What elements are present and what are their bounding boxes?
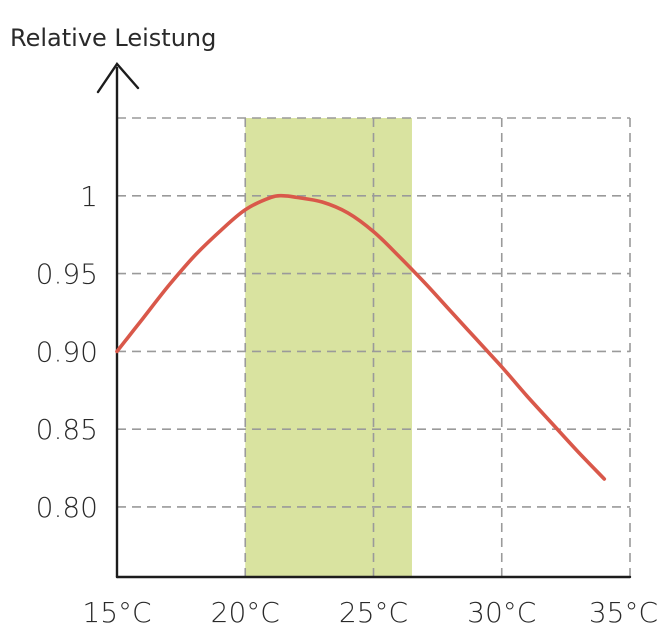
x-tick-label: 25°C (339, 596, 408, 629)
y-tick-label: 1 (80, 180, 98, 213)
series-line (115, 193, 607, 481)
optimal-range-band (245, 118, 412, 577)
x-tick-label: 35°C (589, 596, 658, 629)
y-tick-label: 0.80 (36, 491, 98, 524)
y-tick-label: 0.90 (36, 335, 98, 368)
x-tick-label: 20°C (211, 596, 280, 629)
x-tick-label: 30°C (467, 596, 536, 629)
x-tick-label: 15°C (82, 596, 151, 629)
y-axis-label: Relative Leistung (10, 24, 216, 52)
y-tick-label: 0.95 (36, 258, 98, 291)
y-axis-arrow (96, 62, 140, 94)
y-tick-label: 0.85 (36, 413, 98, 446)
